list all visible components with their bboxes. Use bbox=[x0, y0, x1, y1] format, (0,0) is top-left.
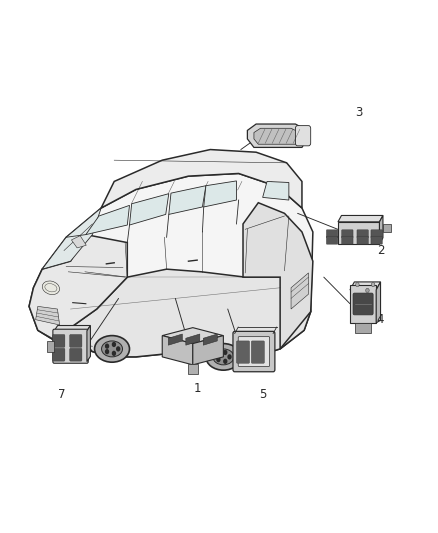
FancyBboxPatch shape bbox=[53, 349, 65, 361]
FancyBboxPatch shape bbox=[326, 230, 338, 238]
FancyBboxPatch shape bbox=[295, 126, 311, 146]
Polygon shape bbox=[203, 334, 217, 345]
Circle shape bbox=[216, 357, 221, 362]
Polygon shape bbox=[193, 336, 223, 365]
Ellipse shape bbox=[206, 344, 241, 370]
Polygon shape bbox=[169, 185, 206, 214]
Text: 2: 2 bbox=[377, 244, 384, 257]
Text: 4: 4 bbox=[377, 313, 384, 326]
Polygon shape bbox=[379, 215, 383, 244]
Polygon shape bbox=[35, 306, 60, 325]
Polygon shape bbox=[101, 150, 302, 208]
Circle shape bbox=[356, 282, 359, 287]
FancyBboxPatch shape bbox=[238, 337, 270, 367]
Bar bbox=[47, 341, 54, 352]
Polygon shape bbox=[338, 215, 383, 222]
FancyBboxPatch shape bbox=[357, 236, 368, 244]
Polygon shape bbox=[42, 208, 101, 269]
Ellipse shape bbox=[95, 336, 130, 362]
Polygon shape bbox=[243, 203, 313, 349]
FancyBboxPatch shape bbox=[342, 230, 353, 238]
Polygon shape bbox=[376, 282, 381, 323]
Circle shape bbox=[366, 288, 369, 293]
Circle shape bbox=[227, 354, 232, 360]
Text: 7: 7 bbox=[58, 387, 66, 401]
Polygon shape bbox=[338, 222, 379, 244]
Circle shape bbox=[223, 359, 227, 364]
Polygon shape bbox=[86, 205, 130, 235]
Bar bbox=[350, 285, 376, 323]
Polygon shape bbox=[29, 173, 313, 362]
Text: 1: 1 bbox=[194, 382, 201, 395]
Polygon shape bbox=[71, 236, 86, 248]
Ellipse shape bbox=[213, 349, 234, 365]
Polygon shape bbox=[254, 128, 300, 144]
Circle shape bbox=[105, 349, 109, 354]
FancyBboxPatch shape bbox=[53, 335, 65, 348]
Circle shape bbox=[116, 346, 120, 352]
FancyBboxPatch shape bbox=[357, 230, 368, 238]
Polygon shape bbox=[168, 334, 182, 345]
Polygon shape bbox=[204, 181, 237, 207]
FancyBboxPatch shape bbox=[353, 293, 373, 315]
Polygon shape bbox=[71, 266, 311, 360]
Polygon shape bbox=[350, 282, 381, 290]
Polygon shape bbox=[186, 334, 200, 345]
Circle shape bbox=[216, 351, 221, 357]
Polygon shape bbox=[263, 181, 289, 200]
FancyBboxPatch shape bbox=[371, 236, 382, 244]
Circle shape bbox=[112, 351, 116, 356]
FancyBboxPatch shape bbox=[233, 332, 275, 372]
Polygon shape bbox=[162, 336, 193, 365]
Ellipse shape bbox=[102, 341, 123, 357]
Ellipse shape bbox=[42, 281, 60, 295]
Text: 3: 3 bbox=[355, 106, 362, 119]
Bar bbox=[383, 224, 391, 232]
FancyBboxPatch shape bbox=[326, 236, 338, 244]
Circle shape bbox=[223, 350, 227, 355]
Circle shape bbox=[112, 342, 116, 347]
Polygon shape bbox=[162, 328, 223, 344]
Polygon shape bbox=[87, 326, 90, 362]
Polygon shape bbox=[355, 323, 371, 334]
Bar bbox=[187, 365, 198, 374]
Polygon shape bbox=[247, 124, 307, 148]
FancyBboxPatch shape bbox=[70, 349, 82, 361]
Polygon shape bbox=[29, 235, 127, 344]
FancyBboxPatch shape bbox=[70, 335, 82, 348]
FancyBboxPatch shape bbox=[371, 230, 382, 238]
FancyBboxPatch shape bbox=[251, 341, 265, 364]
Polygon shape bbox=[54, 326, 90, 331]
Polygon shape bbox=[130, 193, 169, 225]
Text: 5: 5 bbox=[259, 387, 266, 401]
Circle shape bbox=[105, 343, 109, 349]
FancyBboxPatch shape bbox=[53, 329, 88, 364]
FancyBboxPatch shape bbox=[342, 236, 353, 244]
Polygon shape bbox=[291, 273, 308, 309]
FancyBboxPatch shape bbox=[237, 341, 250, 364]
Circle shape bbox=[371, 282, 375, 287]
